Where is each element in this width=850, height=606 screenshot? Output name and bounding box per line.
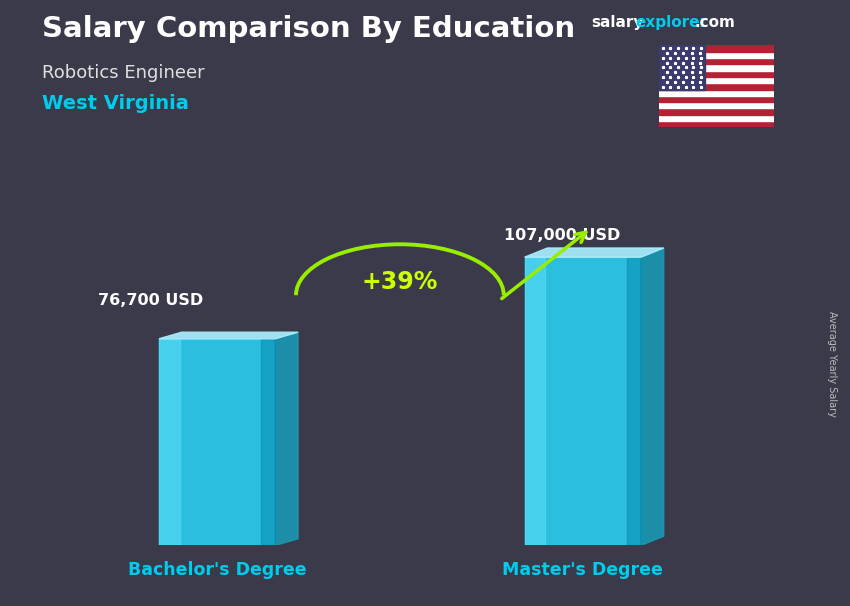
Text: salary: salary [591,15,643,30]
Polygon shape [641,248,664,545]
Bar [659,83,774,90]
Text: 107,000 USD: 107,000 USD [504,228,620,242]
Bar [659,45,705,90]
Text: Robotics Engineer: Robotics Engineer [42,64,205,82]
Bar [659,90,774,96]
Polygon shape [159,332,298,339]
Text: .com: .com [694,15,735,30]
Polygon shape [159,339,180,545]
Polygon shape [524,257,546,545]
Bar [659,108,774,115]
Text: Salary Comparison By Education: Salary Comparison By Education [42,15,575,43]
Bar [659,45,774,52]
Polygon shape [627,257,641,545]
Bar [659,96,774,102]
Bar [659,58,774,64]
Bar [659,115,774,121]
Text: West Virginia: West Virginia [42,94,190,113]
Polygon shape [524,248,664,257]
Bar [659,64,774,71]
Polygon shape [524,257,641,545]
Text: explorer: explorer [636,15,708,30]
Text: 76,700 USD: 76,700 USD [98,293,203,308]
Polygon shape [275,332,298,545]
Bar [659,52,774,58]
Bar [659,71,774,77]
Bar [659,102,774,108]
Bar [659,77,774,83]
Polygon shape [159,339,275,545]
Polygon shape [261,339,275,545]
Bar [659,121,774,127]
Text: +39%: +39% [362,270,438,294]
Text: Average Yearly Salary: Average Yearly Salary [827,311,837,416]
